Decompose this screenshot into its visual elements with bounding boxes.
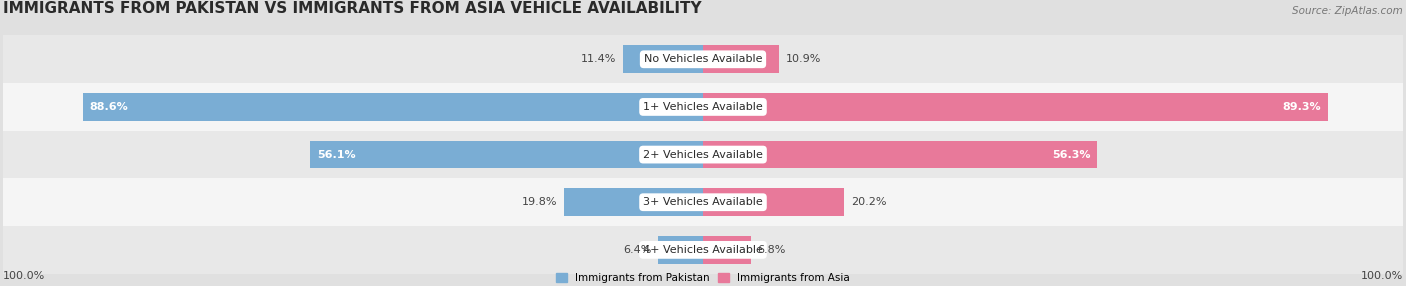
Text: No Vehicles Available: No Vehicles Available [644,54,762,64]
Bar [703,141,1097,168]
Text: 1+ Vehicles Available: 1+ Vehicles Available [643,102,763,112]
FancyBboxPatch shape [3,83,1403,131]
Text: 100.0%: 100.0% [1361,271,1403,281]
Text: 89.3%: 89.3% [1282,102,1322,112]
Bar [623,45,703,73]
Bar [658,236,703,264]
Bar [703,236,751,264]
Bar [703,188,845,216]
Text: 3+ Vehicles Available: 3+ Vehicles Available [643,197,763,207]
Bar [311,141,703,168]
Text: 56.1%: 56.1% [318,150,356,160]
Bar [703,45,779,73]
Bar [703,93,1329,121]
Text: 20.2%: 20.2% [852,197,887,207]
Text: 56.3%: 56.3% [1052,150,1090,160]
Text: 100.0%: 100.0% [3,271,45,281]
Text: 6.8%: 6.8% [758,245,786,255]
Text: 6.4%: 6.4% [623,245,651,255]
Text: 11.4%: 11.4% [581,54,616,64]
FancyBboxPatch shape [3,226,1403,274]
Bar [83,93,703,121]
FancyBboxPatch shape [3,131,1403,178]
FancyBboxPatch shape [3,178,1403,226]
Text: 19.8%: 19.8% [522,197,557,207]
Text: Source: ZipAtlas.com: Source: ZipAtlas.com [1292,6,1403,16]
Text: 2+ Vehicles Available: 2+ Vehicles Available [643,150,763,160]
Legend: Immigrants from Pakistan, Immigrants from Asia: Immigrants from Pakistan, Immigrants fro… [557,273,849,283]
Text: 4+ Vehicles Available: 4+ Vehicles Available [643,245,763,255]
Text: 10.9%: 10.9% [786,54,821,64]
Text: 88.6%: 88.6% [90,102,128,112]
FancyBboxPatch shape [3,35,1403,83]
Text: IMMIGRANTS FROM PAKISTAN VS IMMIGRANTS FROM ASIA VEHICLE AVAILABILITY: IMMIGRANTS FROM PAKISTAN VS IMMIGRANTS F… [3,1,702,16]
Bar [564,188,703,216]
